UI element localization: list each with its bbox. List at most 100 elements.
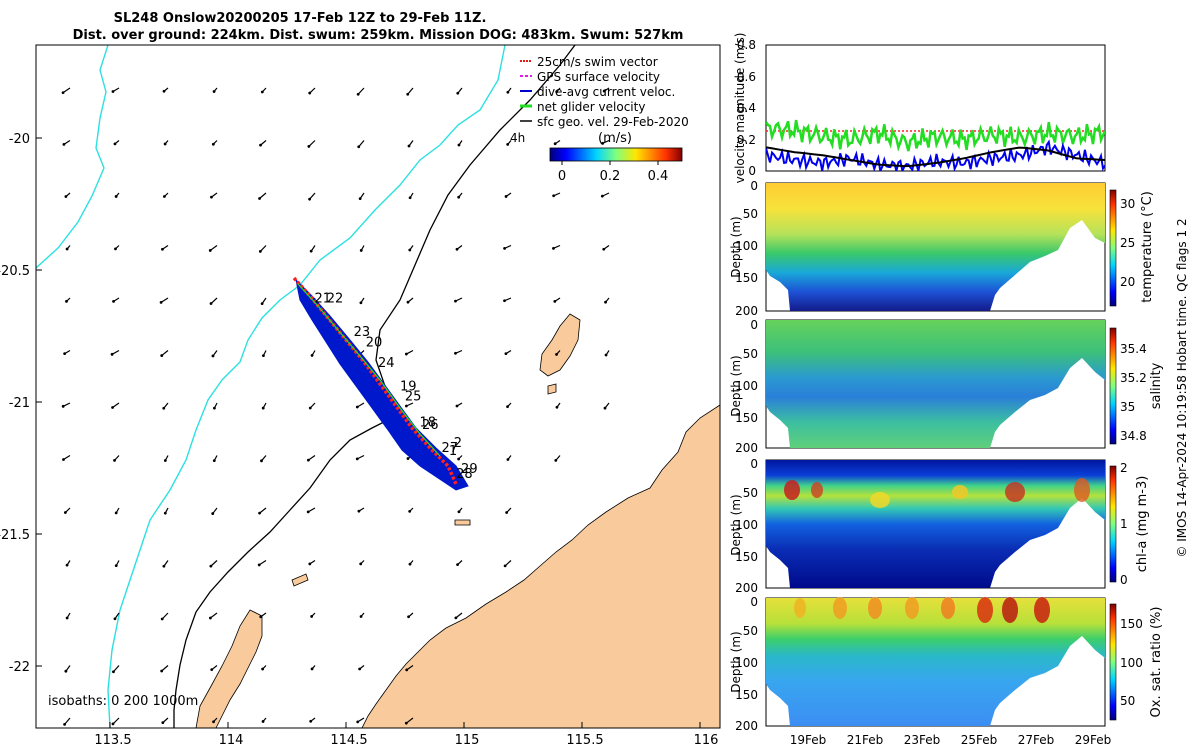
day-label-1: 22 (327, 292, 344, 307)
island-small2 (291, 573, 309, 587)
surface-velocity-arrows (61, 87, 610, 726)
legend-net: net glider velocity (537, 100, 645, 114)
temp-cbar-25: 25 (1120, 236, 1135, 250)
velocity-arrow-head-89 (260, 459, 263, 463)
velocity-arrow-head-60 (604, 300, 607, 304)
velocity-arrow-head-93 (457, 457, 461, 461)
day-label-4: 24 (378, 356, 395, 371)
day-label-8: 26 (422, 418, 439, 433)
velocity-arrow-head-42 (309, 249, 313, 253)
velocity-arrow-head-7 (356, 92, 360, 96)
velocity-panel: 0 0.2 0.4 0.6 0.8 velocity magnitude (m/… (733, 33, 1106, 183)
map-y-axis: -20 -20.5 -21 -21.5 -22 (0, 132, 42, 675)
velocity-arrow-head-120 (259, 615, 263, 619)
velocity-arrow-head-10 (506, 90, 510, 94)
velocity-arrow-head-44 (408, 248, 412, 252)
velocity-arrow-133 (112, 717, 120, 725)
velocity-arrow-head-106 (65, 563, 69, 567)
map-xtick-6: 116 (694, 733, 719, 748)
temp-cbar-30: 30 (1120, 197, 1135, 211)
oxygen-hotspots (794, 597, 1050, 623)
day-label-11: 1 (449, 444, 457, 459)
ox-dtick-50: 50 (743, 624, 758, 638)
velocity-arrow-head-139 (356, 720, 360, 724)
velocity-arrow-head-83 (555, 405, 559, 409)
day-label-10: 27 (442, 441, 459, 456)
velocity-arrow-head-38 (114, 247, 117, 251)
velocity-arrow-head-138 (309, 719, 313, 723)
velocity-arrow-head-70 (504, 352, 508, 356)
ox-cbar-100: 100 (1120, 656, 1143, 670)
velocity-arrow-head-29 (258, 197, 261, 200)
velocity-arrow-head-98 (163, 511, 167, 515)
velocity-arrow-head-116 (65, 616, 69, 620)
isobath-1000m-b (107, 45, 506, 728)
map-xtick-4: 115 (455, 733, 480, 748)
map-xtick-5: 115.5 (566, 733, 603, 748)
velocity-arrow-head-16 (211, 142, 215, 146)
velocity-arrow-head-11 (555, 90, 559, 94)
velocity-arrow-head-65 (262, 354, 265, 358)
temp-dtick-200: 200 (735, 304, 758, 318)
velocity-arrow-head-26 (114, 195, 118, 198)
ox-dtick-150: 150 (735, 688, 758, 702)
velocity-arrow-head-90 (306, 458, 310, 462)
chla-cbar-label: chl-a (mg m-3) (1135, 476, 1150, 573)
velocity-arrow-head-71 (555, 353, 558, 356)
velocity-arrow-head-95 (554, 458, 558, 462)
island-barrow (539, 313, 581, 377)
sal-dtick-150: 150 (735, 411, 758, 425)
velocity-arrow-head-117 (113, 617, 117, 621)
velocity-arrow-head-19 (357, 145, 361, 149)
chla-ylabel: Depth (m) (729, 494, 743, 555)
day-label-12: 29 (461, 462, 478, 477)
vel-ytick-1: 0.2 (737, 133, 756, 147)
velocity-arrow-head-115 (503, 564, 507, 568)
velocity-arrow-head-53 (260, 302, 264, 306)
map-frame (35, 44, 721, 729)
track-green (297, 283, 441, 457)
temp-cbar-20: 20 (1120, 275, 1135, 289)
island-small3 (547, 383, 557, 395)
velocity-arrow-head-4 (212, 90, 216, 93)
velocity-arrow-head-131 (358, 667, 362, 671)
chla-dtick-50: 50 (743, 486, 758, 500)
sal-cbar-350: 35 (1120, 400, 1135, 414)
temp-cbar-label: temperature (°C) (1140, 191, 1155, 303)
velocity-arrow-head-118 (160, 617, 164, 621)
velocity-arrow-head-129 (261, 667, 265, 671)
chla-dtick-200: 200 (735, 581, 758, 595)
island-big (195, 609, 263, 728)
velocity-arrow-head-41 (258, 250, 262, 253)
sal-cbar-label: salinity (1149, 362, 1164, 409)
current-velocity-series (766, 139, 1105, 171)
velocity-arrow-head-64 (211, 354, 215, 358)
temp-dtick-100: 100 (735, 239, 758, 253)
map-ytick-1: -20 (9, 132, 30, 147)
vel-ytick-2: 0.4 (737, 101, 756, 115)
sal-dtick-50: 50 (743, 347, 758, 361)
glider-track (292, 276, 469, 491)
velocity-arrow-head-114 (456, 563, 459, 567)
ox-dtick-200: 200 (735, 719, 758, 733)
copyright-footer: © IMOS 14-Apr-2024 10:19:58 Hobart time.… (1175, 218, 1189, 557)
map-colorbar: 0 0.2 0.4 (549, 147, 683, 184)
time-tick-25feb: 25Feb (961, 733, 998, 747)
day-label-0: 21 (314, 292, 331, 307)
velocity-arrow-head-49 (65, 299, 68, 303)
map-xtick-2: 114 (219, 733, 244, 748)
map-colorbar-label: (m/s) (598, 131, 632, 146)
vel-ytick-3: 0.6 (737, 70, 756, 84)
ox-dtick-100: 100 (735, 656, 758, 670)
velocity-arrow-head-50 (112, 299, 115, 303)
temp-colorbar (1109, 189, 1117, 307)
velocity-arrow-head-35 (552, 194, 556, 198)
track-red (292, 276, 458, 485)
ox-cbar-150: 150 (1120, 617, 1143, 631)
velocity-arrow-head-101 (306, 510, 310, 514)
corner-4h-label: 4h (510, 131, 525, 145)
sal-cbar-348: 34.8 (1120, 429, 1147, 443)
velocity-arrow-head-5 (260, 90, 264, 94)
chla-panel: 0 50 100 150 200 Depth (m) 0 1 2 chl-a (… (729, 457, 1150, 595)
